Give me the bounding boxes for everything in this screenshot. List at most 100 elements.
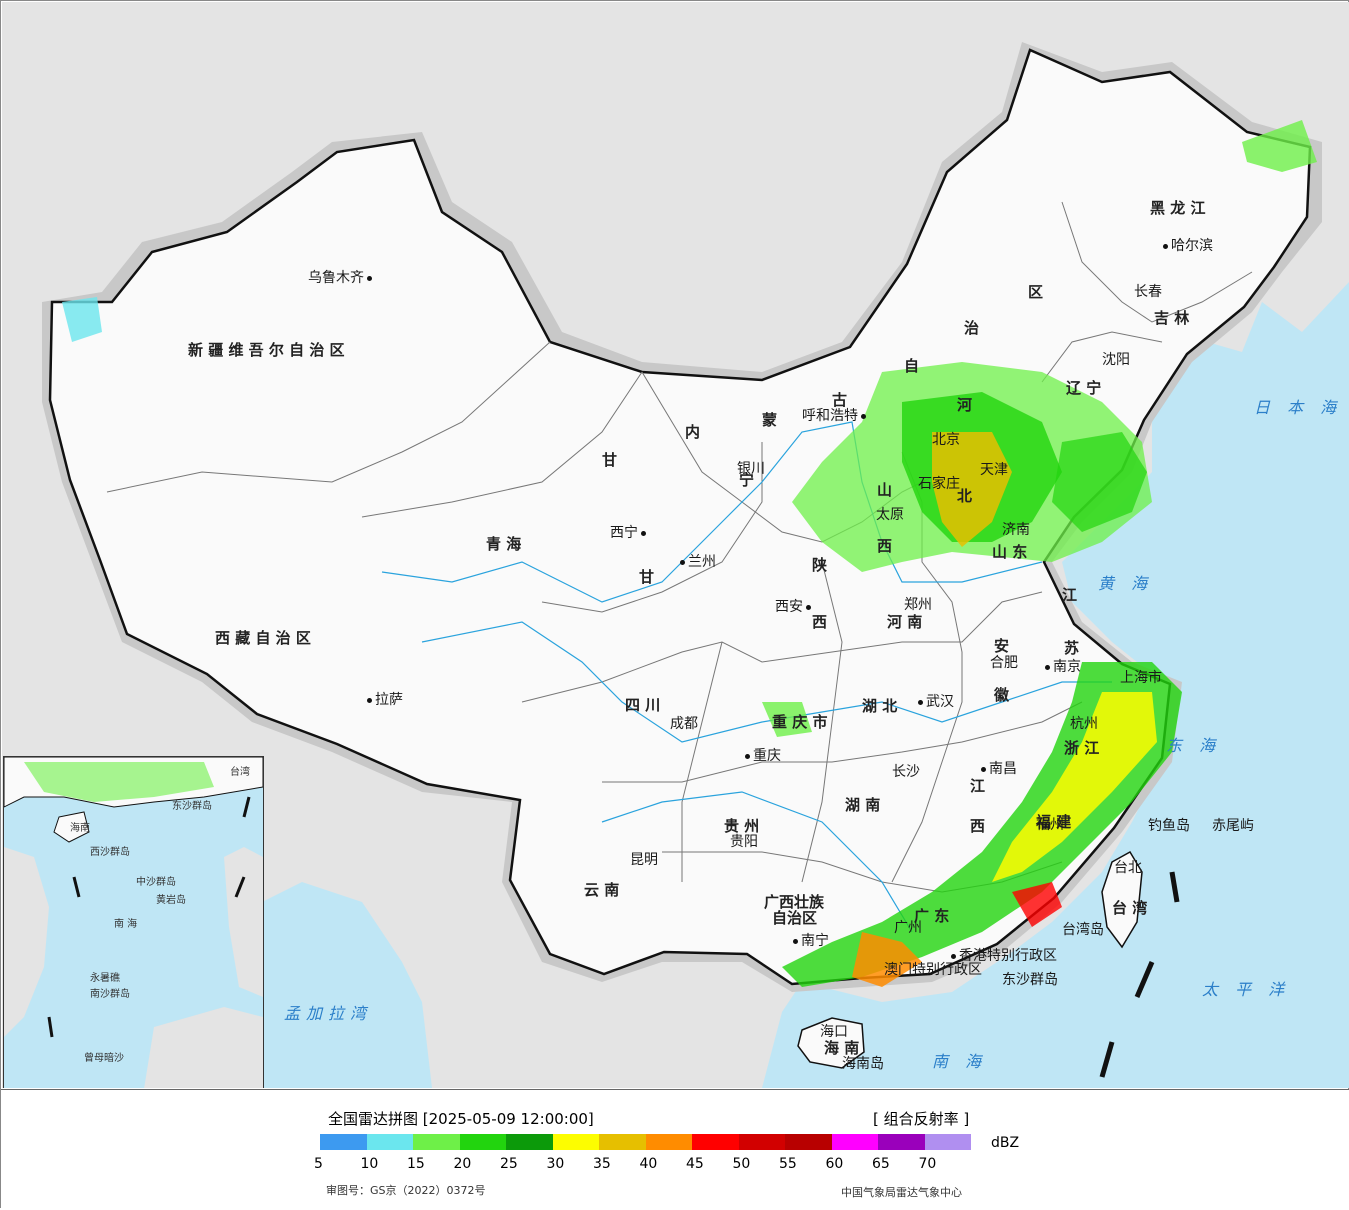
city-label[interactable]: 西安 — [775, 599, 814, 615]
legend-title: 全国雷达拼图 [2025-05-09 12:00:00] — [328, 1110, 594, 1128]
city-label[interactable]: 台湾岛 — [1062, 922, 1104, 938]
color-swatch — [366, 1134, 413, 1150]
city-label[interactable]: 昆明 — [630, 852, 658, 868]
city-label[interactable]: 乌鲁木齐 — [308, 270, 375, 286]
city-label[interactable]: 济南 — [1002, 522, 1030, 538]
city-name: 杭州 — [1070, 716, 1098, 732]
inset-label: 南沙群岛 — [90, 989, 130, 1000]
city-label[interactable]: 南昌 — [978, 761, 1017, 777]
city-name: 澳门特别行政区 — [884, 962, 982, 978]
city-label[interactable]: 东沙群岛 — [1002, 972, 1058, 988]
province-label: 广 东 — [914, 907, 950, 925]
city-dot-icon — [1045, 664, 1050, 670]
province-label: 区 — [1028, 283, 1044, 301]
city-name: 银川 — [737, 461, 765, 477]
city-label[interactable]: 广州 — [894, 920, 922, 936]
color-swatch — [692, 1134, 739, 1150]
inset-label: 黄岩岛 — [156, 895, 186, 906]
city-label[interactable]: 呼和浩特 — [802, 408, 869, 424]
city-label[interactable]: 沈阳 — [1102, 352, 1130, 368]
city-label[interactable]: 武汉 — [915, 694, 954, 710]
city-label[interactable]: 海口 — [820, 1024, 848, 1040]
city-label[interactable]: 长沙 — [892, 764, 920, 780]
sea-label: 日 本 海 — [1254, 398, 1343, 417]
city-label[interactable]: 海南岛 — [842, 1056, 884, 1072]
city-name: 兰州 — [688, 554, 716, 570]
city-name: 上海市 — [1120, 670, 1162, 686]
south-china-sea-inset[interactable]: 海南南 海 中沙群岛 黄岩岛 南沙群岛 曾母暗沙 西沙群岛 东沙群岛 台湾 永暑礁 — [3, 756, 264, 1088]
radar-map[interactable]: 新 疆 维 吾 尔 自 治 区西 藏 自 治 区青 海甘内蒙古自治区黑 龙 江吉… — [2, 2, 1349, 1088]
color-swatch — [924, 1134, 971, 1150]
city-label[interactable]: 石家庄 — [918, 476, 960, 492]
scale-tick-label: 10 — [360, 1156, 379, 1172]
inset-label: 永暑礁 — [90, 973, 120, 984]
color-swatch — [785, 1134, 832, 1150]
province-label: 西 藏 自 治 区 — [215, 629, 311, 647]
city-name: 呼和浩特 — [802, 408, 858, 424]
province-label: 自 — [904, 357, 920, 375]
city-label[interactable]: 香港特别行政区 — [948, 948, 1057, 964]
province-label: 内 — [685, 423, 701, 441]
city-label[interactable]: 南宁 — [790, 933, 829, 949]
province-label: 古 — [832, 391, 848, 409]
city-dot-icon — [918, 699, 923, 705]
province-label: 浙 江 — [1064, 739, 1100, 757]
city-name: 南京 — [1053, 659, 1081, 675]
province-label: 甘 — [639, 568, 655, 586]
city-label[interactable]: 重庆 — [742, 748, 781, 764]
inset-hainan — [53, 811, 90, 843]
province-label: 湖 南 — [845, 796, 881, 814]
scale-tick-label: 45 — [686, 1156, 704, 1172]
city-label[interactable]: 天津 — [980, 462, 1008, 478]
city-label[interactable]: 贵阳 — [730, 834, 758, 850]
province-label: 蒙 — [762, 411, 778, 429]
city-label[interactable]: 杭州 — [1070, 716, 1098, 732]
city-label[interactable]: 北京 — [932, 432, 960, 448]
province-label: 黑 龙 江 — [1150, 199, 1206, 217]
city-name: 福州 — [1036, 817, 1064, 833]
scale-tick-label: 5 — [314, 1156, 323, 1172]
inset-label: 台湾 — [230, 767, 250, 778]
city-name: 赤尾屿 — [1212, 818, 1254, 834]
city-dot-icon — [680, 559, 685, 565]
inset-label: 中沙群岛 — [136, 877, 176, 888]
city-name: 济南 — [1002, 522, 1030, 538]
city-label[interactable]: 澳门特别行政区 — [884, 962, 982, 978]
city-dot-icon — [981, 766, 986, 772]
city-label[interactable]: 银川 — [737, 461, 765, 477]
color-swatch — [645, 1134, 692, 1150]
inset-dash — [47, 796, 251, 1038]
province-label: 西 — [970, 817, 986, 835]
map-canvas — [42, 42, 1349, 1088]
city-label[interactable]: 哈尔滨 — [1160, 238, 1213, 254]
color-swatch — [878, 1134, 925, 1150]
city-label[interactable]: 拉萨 — [364, 692, 403, 708]
province-label: 吉 林 — [1154, 309, 1190, 327]
city-label[interactable]: 赤尾屿 — [1212, 818, 1254, 834]
scale-tick-label: 65 — [872, 1156, 890, 1172]
province-label: 辽 宁 — [1066, 379, 1102, 397]
city-label[interactable]: 福州 — [1036, 817, 1064, 833]
color-scale-bar — [320, 1134, 971, 1150]
color-swatch — [738, 1134, 785, 1150]
scale-tick-label: 30 — [546, 1156, 565, 1172]
city-label[interactable]: 西宁 — [610, 525, 649, 541]
city-label[interactable]: 台北 — [1114, 860, 1142, 876]
city-label[interactable]: 南京 — [1042, 659, 1081, 675]
color-swatch — [831, 1134, 878, 1150]
inset-label: 西沙群岛 — [90, 847, 130, 858]
city-label[interactable]: 合肥 — [990, 655, 1018, 671]
city-name: 北京 — [932, 432, 960, 448]
city-label[interactable]: 上海市 — [1120, 670, 1162, 686]
city-name: 天津 — [980, 462, 1008, 478]
province-label: 北 — [957, 487, 973, 505]
city-label[interactable]: 兰州 — [677, 554, 716, 570]
province-label: 治 — [964, 319, 980, 337]
city-label[interactable]: 太原 — [876, 507, 904, 523]
city-label[interactable]: 成都 — [670, 716, 698, 732]
city-label[interactable]: 钓鱼岛 — [1148, 818, 1190, 834]
city-label[interactable]: 郑州 — [904, 597, 932, 613]
city-name: 南昌 — [989, 761, 1017, 777]
city-label[interactable]: 长春 — [1134, 284, 1162, 300]
